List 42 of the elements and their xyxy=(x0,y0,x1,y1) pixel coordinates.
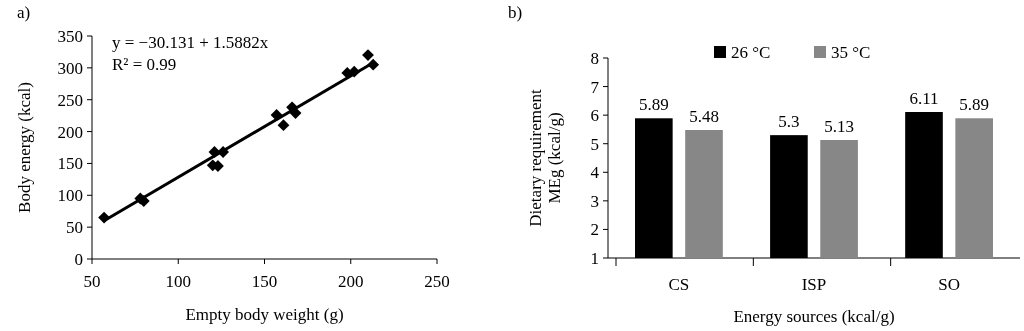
chart-title: a) xyxy=(17,3,31,22)
point xyxy=(277,119,290,132)
y-axis-title: Body energy (kcal) xyxy=(15,82,34,213)
data-label: 5.3 xyxy=(778,112,800,132)
y-tick-label: 100 xyxy=(57,186,83,206)
data-label: 5.89 xyxy=(959,95,990,115)
data-label: 6.11 xyxy=(909,89,939,108)
x-tick-label: ISP xyxy=(801,275,827,294)
y-tick-label: 0 xyxy=(74,249,83,269)
x-tick-label: SO xyxy=(938,275,960,294)
x-tick-label: 50 xyxy=(83,272,101,291)
y-tick-label: 8 xyxy=(590,48,599,68)
point xyxy=(362,49,374,62)
y-tick-label: 7 xyxy=(590,77,600,97)
x-tick-label: 200 xyxy=(338,272,364,291)
data-label: 5.89 xyxy=(638,95,669,115)
y-axis-title: Dietary requirement MEg (kcal/g) xyxy=(525,89,565,227)
y-tick-label: 5 xyxy=(590,134,599,154)
y-tick-label: 3 xyxy=(590,191,599,211)
x-axis-title: Energy sources (kcal/g) xyxy=(733,307,895,326)
x-tick-label: CS xyxy=(668,275,690,294)
y-tick-label: 300 xyxy=(57,58,83,78)
y-tick-label: 50 xyxy=(66,218,83,238)
annotation: R² = 0.99 xyxy=(112,55,177,74)
y-tick-label: 1 xyxy=(590,248,599,268)
y-tick-label: 350 xyxy=(57,26,83,46)
data-label: 5.48 xyxy=(689,107,719,126)
y-tick-label: 4 xyxy=(590,163,600,183)
y-tick-label: 2 xyxy=(590,220,599,240)
data-label: 5.13 xyxy=(824,117,854,136)
y-tick-label: 250 xyxy=(57,90,83,110)
legend-label: 35 °C xyxy=(831,42,871,62)
legend-label: 26 °C xyxy=(731,42,771,62)
x-tick-label: 150 xyxy=(251,272,278,291)
x-tick-label: 100 xyxy=(165,272,191,291)
x-tick-label: 250 xyxy=(424,272,450,291)
chart-title: b) xyxy=(508,3,523,22)
x-axis-title: Empty body weight (g) xyxy=(185,305,344,324)
y-tick-label: 200 xyxy=(57,122,83,142)
annotation: y = −30.131 + 1.5882x xyxy=(112,33,269,52)
y-tick-label: 150 xyxy=(57,154,83,174)
y-tick-label: 6 xyxy=(590,106,599,126)
